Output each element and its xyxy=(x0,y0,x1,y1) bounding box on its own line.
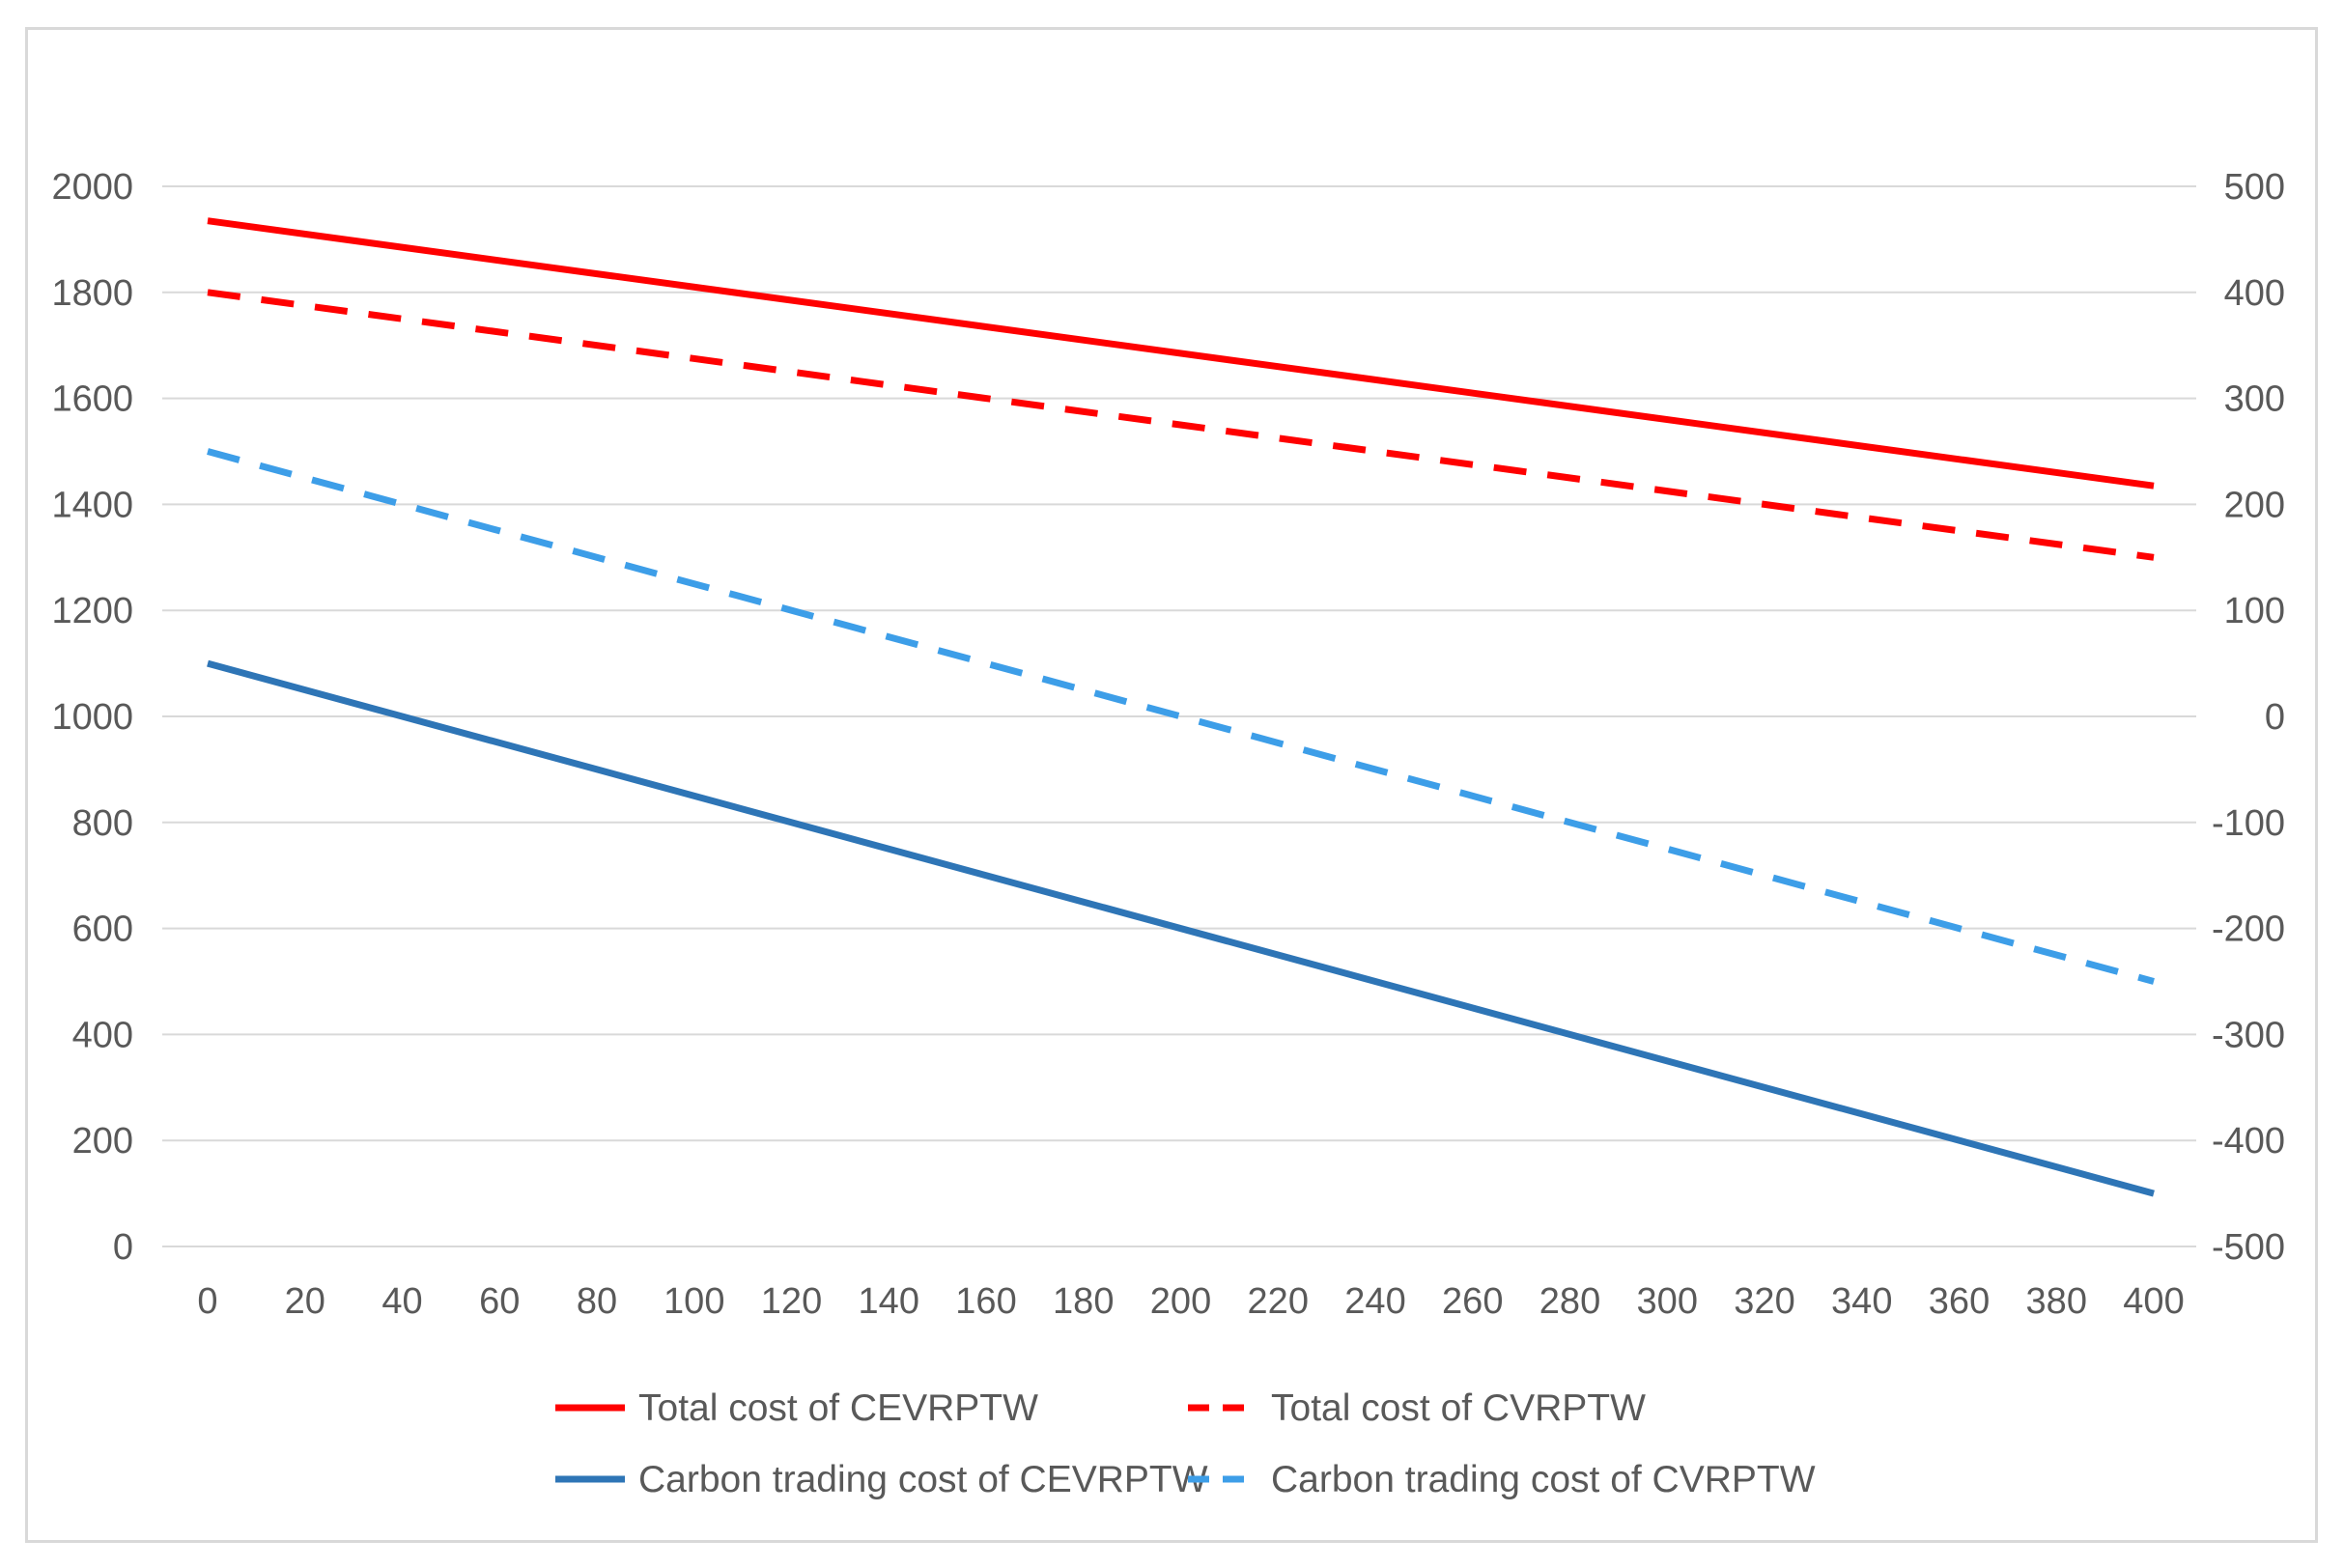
chart-frame xyxy=(25,27,2318,1543)
x-tick-label: 220 xyxy=(1248,1281,1309,1322)
x-tick-label: 300 xyxy=(1637,1281,1698,1322)
series-line-1 xyxy=(207,289,2155,561)
y-tick-label: 800 xyxy=(72,803,133,844)
y-tick-label: 1400 xyxy=(51,485,133,525)
series-lines xyxy=(207,217,2155,1197)
y2-tick-label: -100 xyxy=(2212,803,2285,844)
y-tick-label: 200 xyxy=(72,1121,133,1162)
y2-tick-label: -400 xyxy=(2212,1121,2285,1162)
x-tick-label: 320 xyxy=(1734,1281,1794,1322)
y2-tick-label: 200 xyxy=(2224,485,2285,525)
x-tick-label: 360 xyxy=(1929,1281,1990,1322)
y2-tick-label: -200 xyxy=(2212,910,2285,950)
y2-tick-label: 0 xyxy=(2265,697,2285,738)
x-tick-label: 280 xyxy=(1539,1281,1600,1322)
y2-tick-label: 300 xyxy=(2224,379,2285,420)
y-tick-label: 0 xyxy=(113,1227,133,1268)
x-tick-label: 140 xyxy=(859,1281,919,1322)
y-tick-label: 1000 xyxy=(51,697,133,738)
right-y-axis-ticks: -500 -400 -300 -200 -100 0 100 200 300 400 500 xyxy=(2212,167,2285,1268)
x-tick-label: 80 xyxy=(577,1281,617,1322)
x-tick-label: 240 xyxy=(1344,1281,1405,1322)
legend-label: Total cost of CVRPTW xyxy=(1271,1387,1646,1429)
x-tick-label: 120 xyxy=(761,1281,822,1322)
y-tick-label: 1200 xyxy=(51,591,133,631)
legend-label: Carbon trading cost of CVRPTW xyxy=(1271,1459,1816,1500)
x-tick-label: 100 xyxy=(664,1281,724,1322)
legend: Total cost of CEVRPTW Total cost of CVRPT… xyxy=(555,1387,1816,1500)
series-line-3 xyxy=(207,448,2155,985)
x-tick-label: 40 xyxy=(381,1281,422,1322)
x-tick-label: 0 xyxy=(197,1281,217,1322)
y-tick-label: 2000 xyxy=(51,167,133,208)
legend-label: Total cost of CEVRPTW xyxy=(638,1387,1038,1429)
y-tick-label: 400 xyxy=(72,1015,133,1055)
y2-tick-label: 100 xyxy=(2224,591,2285,631)
y2-tick-label: -500 xyxy=(2212,1227,2285,1268)
y-tick-label: 600 xyxy=(72,910,133,950)
series-line-2 xyxy=(207,659,2155,1197)
y2-tick-label: -300 xyxy=(2212,1015,2285,1055)
x-tick-label: 20 xyxy=(285,1281,325,1322)
y-tick-label: 1600 xyxy=(51,379,133,420)
x-tick-label: 260 xyxy=(1442,1281,1503,1322)
x-tick-label: 200 xyxy=(1150,1281,1211,1322)
x-tick-label: 340 xyxy=(1831,1281,1892,1322)
y2-tick-label: 500 xyxy=(2224,167,2285,208)
x-tick-label: 160 xyxy=(955,1281,1016,1322)
series-line-0 xyxy=(207,217,2155,490)
x-tick-label: 380 xyxy=(2026,1281,2087,1322)
legend-label: Carbon trading cost of CEVRPTW xyxy=(638,1459,1208,1500)
x-tick-label: 60 xyxy=(479,1281,520,1322)
x-tick-label: 400 xyxy=(2123,1281,2184,1322)
y2-tick-label: 400 xyxy=(2224,273,2285,314)
x-tick-label: 180 xyxy=(1053,1281,1114,1322)
left-y-axis-ticks: 0 200 400 600 800 1000 1200 1400 1600 1800 2000 xyxy=(51,167,133,1268)
x-axis-ticks: 0 20 40 60 80 100 120 140 160 180 200 220 240 260 280 3… xyxy=(197,1281,2184,1322)
y-tick-label: 1800 xyxy=(51,273,133,314)
gridlines xyxy=(162,185,2196,1247)
